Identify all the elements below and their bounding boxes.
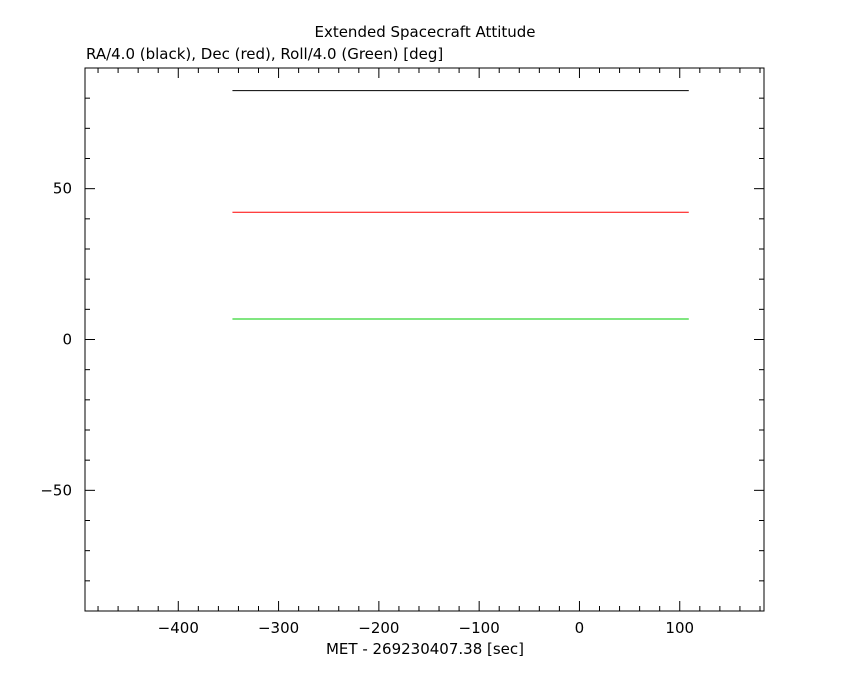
chart-title: Extended Spacecraft Attitude — [314, 23, 536, 41]
y-tick-label: −50 — [40, 481, 72, 499]
x-tick-label: −300 — [258, 619, 299, 637]
y-tick-label: 50 — [53, 180, 72, 198]
chart-subtitle: RA/4.0 (black), Dec (red), Roll/4.0 (Gre… — [86, 45, 444, 63]
x-tick-label: −200 — [358, 619, 399, 637]
y-tick-label: 0 — [62, 331, 72, 349]
x-tick-label: 100 — [665, 619, 694, 637]
x-tick-label: −100 — [459, 619, 500, 637]
x-axis-label: MET - 269230407.38 [sec] — [325, 640, 525, 658]
plot-frame — [84, 67, 765, 612]
tick-labels: −400 −300 −200 −100 0 100 −50 0 50 — [40, 180, 694, 637]
x-tick-label: −400 — [158, 619, 199, 637]
x-tick-label: 0 — [575, 619, 585, 637]
tick-marks — [85, 67, 764, 612]
series-lines — [232, 90, 689, 320]
